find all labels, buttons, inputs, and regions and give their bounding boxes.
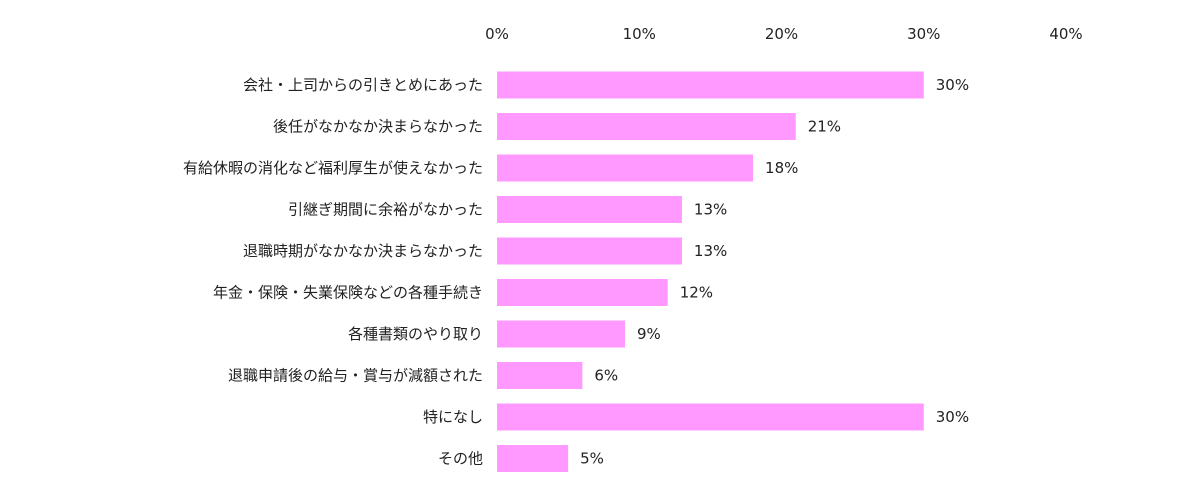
bar — [497, 113, 796, 140]
bar — [497, 403, 924, 431]
x-tick-label: 40% — [1049, 25, 1082, 43]
category-label: 各種書類のやり取り — [348, 325, 483, 343]
category-label: 退職時期がなかなか決まらなかった — [243, 242, 483, 260]
bars — [497, 71, 924, 472]
bar-value-label: 6% — [594, 367, 618, 385]
category-label: 会社・上司からの引きとめにあった — [243, 76, 483, 94]
bar — [497, 320, 626, 348]
bar — [497, 71, 924, 99]
bar-value-label: 12% — [680, 284, 713, 302]
bar — [497, 445, 569, 472]
x-tick-label: 20% — [765, 25, 798, 43]
data-labels: 30% 21% 18% 13% 13% 12% 9% 6% 30% 5% — [580, 76, 969, 468]
category-label: その他 — [438, 450, 483, 468]
bar-value-label: 21% — [808, 118, 841, 136]
bar — [497, 279, 668, 306]
bar-value-label: 18% — [765, 159, 798, 177]
bar-value-label: 13% — [694, 242, 727, 260]
category-label: 後任がなかなか決まらなかった — [273, 118, 483, 136]
category-label: 引継ぎ期間に余裕がなかった — [288, 201, 483, 219]
bar — [497, 362, 583, 389]
bar-value-label: 13% — [694, 201, 727, 219]
category-label: 有給休暇の消化など福利厚生が使えなかった — [183, 159, 483, 177]
category-label: 特になし — [423, 408, 483, 426]
bar-value-label: 5% — [580, 450, 604, 468]
category-labels: 会社・上司からの引きとめにあった後任がなかなか決まらなかった有給休暇の消化など福… — [183, 76, 483, 468]
bar-value-label: 30% — [936, 408, 969, 426]
bar-value-label: 9% — [637, 325, 661, 343]
x-tick-label: 0% — [485, 25, 509, 43]
x-tick-label: 30% — [907, 25, 940, 43]
x-tick-label: 10% — [623, 25, 656, 43]
bar — [497, 154, 754, 182]
category-label: 年金・保険・失業保険などの各種手続き — [213, 284, 483, 302]
bar — [497, 196, 682, 223]
bar — [497, 237, 682, 265]
bar-value-label: 30% — [936, 76, 969, 94]
x-axis-ticks: 0% 10% 20% 30% 40% — [485, 25, 1083, 43]
category-label: 退職申請後の給与・賞与が減額された — [228, 367, 483, 385]
